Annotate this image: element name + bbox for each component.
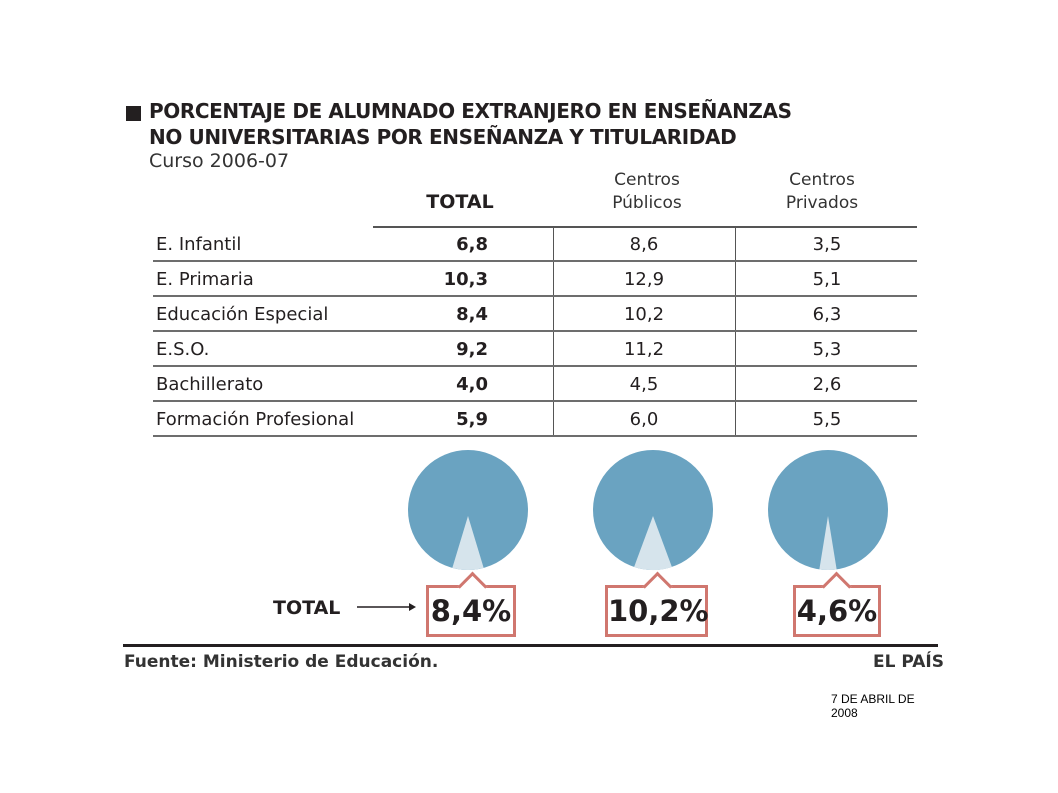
column-header-privados-line-1: Centros xyxy=(789,170,855,190)
cell-total: 5,9 xyxy=(456,409,488,430)
cell-total: 6,8 xyxy=(456,234,488,255)
badge-privados: 4,6% xyxy=(793,571,881,637)
row-label: Formación Profesional xyxy=(156,409,355,430)
row-label: E.S.O. xyxy=(156,339,210,360)
column-header-privados-line-2: Privados xyxy=(785,193,859,213)
table-row: Formación Profesional 5,9 6,0 5,5 xyxy=(153,402,917,437)
pie-slice xyxy=(819,516,837,570)
badge-publicos-value: 10,2% xyxy=(608,594,709,628)
column-header-publicos-line-1: Centros xyxy=(614,170,680,190)
table-row: Bachillerato 4,0 4,5 2,6 xyxy=(153,367,917,402)
date-note: 7 DE ABRIL DE 2008 xyxy=(831,692,915,720)
total-label: TOTAL xyxy=(273,597,341,619)
table-row: E.S.O. 9,2 11,2 5,3 xyxy=(153,332,917,367)
badge-total-value: 8,4% xyxy=(430,594,512,628)
cell-publicos: 10,2 xyxy=(553,297,734,330)
badge-publicos: 10,2% xyxy=(605,571,709,637)
column-header-total: TOTAL xyxy=(426,191,494,213)
badge-total: 8,4% xyxy=(426,571,516,637)
row-label: Educación Especial xyxy=(156,304,329,325)
cell-total: 4,0 xyxy=(456,374,488,395)
cell-publicos: 8,6 xyxy=(553,227,734,260)
cell-publicos: 11,2 xyxy=(553,332,734,365)
arrow-right-icon xyxy=(357,603,416,611)
badge-privados-value: 4,6% xyxy=(796,594,878,628)
pie-slice xyxy=(634,516,672,570)
table-row: Educación Especial 8,4 10,2 6,3 xyxy=(153,297,917,332)
cell-total: 8,4 xyxy=(456,304,488,325)
cell-total: 9,2 xyxy=(456,339,488,360)
table-row: E. Infantil 6,8 8,6 3,5 xyxy=(153,227,917,262)
pie-background xyxy=(593,450,713,570)
footer-divider xyxy=(123,644,938,647)
chart-title-line-1: PORCENTAJE DE ALUMNADO EXTRANJERO EN ENS… xyxy=(149,99,792,123)
cell-privados: 2,6 xyxy=(735,367,918,400)
pie-background xyxy=(768,450,888,570)
data-table: E. Infantil 6,8 8,6 3,5 E. Primaria 10,3… xyxy=(153,227,917,437)
cell-privados: 3,5 xyxy=(735,227,918,260)
cell-publicos: 6,0 xyxy=(553,402,734,435)
header-divider xyxy=(373,226,917,228)
title-square-icon xyxy=(126,106,141,121)
column-header-privados: Centros Privados xyxy=(742,169,902,215)
row-label: Bachillerato xyxy=(156,374,264,395)
brand-logo: EL PAÍS xyxy=(873,652,944,672)
pie-background xyxy=(408,450,528,570)
pie-slice xyxy=(452,516,484,570)
chart-subtitle: Curso 2006-07 xyxy=(149,150,290,172)
row-label: E. Primaria xyxy=(156,269,254,290)
row-label: E. Infantil xyxy=(156,234,242,255)
cell-privados: 5,5 xyxy=(735,402,918,435)
column-header-publicos: Centros Públicos xyxy=(567,169,727,215)
chart-title-line-2: NO UNIVERSITARIAS POR ENSEÑANZA Y TITULA… xyxy=(149,125,737,149)
cell-privados: 5,3 xyxy=(735,332,918,365)
table-row: E. Primaria 10,3 12,9 5,1 xyxy=(153,262,917,297)
source-note: Fuente: Ministerio de Educación. xyxy=(124,652,439,672)
cell-total: 10,3 xyxy=(443,269,488,290)
cell-publicos: 12,9 xyxy=(553,262,734,295)
column-header-publicos-line-2: Públicos xyxy=(612,193,682,213)
cell-privados: 6,3 xyxy=(735,297,918,330)
pie-charts xyxy=(408,450,888,570)
cell-privados: 5,1 xyxy=(735,262,918,295)
cell-publicos: 4,5 xyxy=(553,367,734,400)
